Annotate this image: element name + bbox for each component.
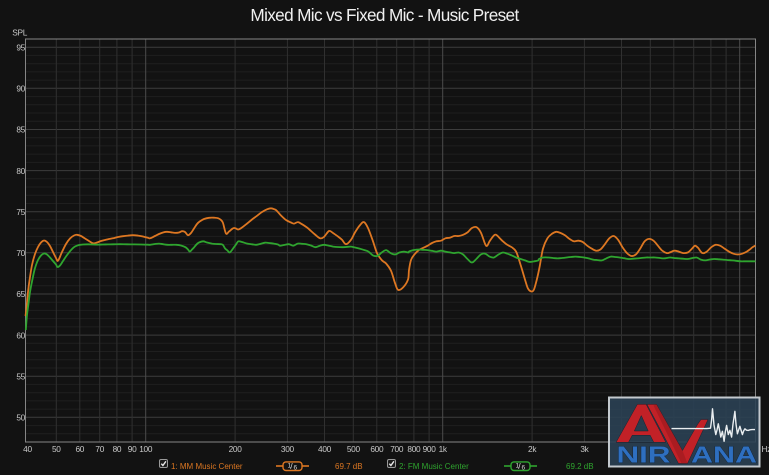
svg-text:100: 100 [139,444,153,454]
svg-text:800: 800 [407,444,421,454]
svg-text:60: 60 [16,330,25,340]
svg-text:Mixed Mic vs Fixed Mic - Music: Mixed Mic vs Fixed Mic - Music Preset [250,5,519,25]
svg-text:1k: 1k [439,444,448,454]
svg-text:6: 6 [522,465,526,472]
svg-text:ANA: ANA [691,442,757,468]
svg-text:3k: 3k [580,444,589,454]
svg-text:NIR: NIR [617,442,672,468]
svg-text:/: / [518,461,521,471]
svg-text:200: 200 [229,444,243,454]
svg-text:50: 50 [16,413,25,423]
svg-text:/: / [290,461,293,471]
svg-text:600: 600 [370,444,384,454]
svg-text:500: 500 [347,444,361,454]
svg-text:1: 1 [288,462,292,469]
svg-text:2k: 2k [528,444,537,454]
svg-text:70: 70 [95,444,104,454]
svg-text:Hz: Hz [762,444,769,454]
svg-text:2: FM Music Center: 2: FM Music Center [399,462,469,471]
svg-text:1: MM Music Center: 1: MM Music Center [171,462,243,471]
svg-text:70: 70 [16,248,25,258]
svg-text:1: 1 [516,462,520,469]
svg-text:65: 65 [16,289,25,299]
svg-text:85: 85 [16,125,25,135]
svg-text:80: 80 [113,444,122,454]
svg-text:90: 90 [16,84,25,94]
svg-text:900: 900 [423,444,437,454]
svg-text:80: 80 [16,166,25,176]
svg-text:55: 55 [16,371,25,381]
svg-text:400: 400 [318,444,332,454]
svg-text:90: 90 [128,444,137,454]
svg-text:700: 700 [390,444,404,454]
svg-text:69.7 dB: 69.7 dB [335,462,363,471]
svg-text:50: 50 [52,444,61,454]
svg-text:6: 6 [294,465,298,472]
svg-text:75: 75 [16,207,25,217]
svg-text:40: 40 [23,444,32,454]
svg-text:SPL: SPL [12,27,27,37]
svg-text:69.2 dB: 69.2 dB [566,462,594,471]
svg-text:95: 95 [16,42,25,52]
svg-text:300: 300 [281,444,295,454]
svg-text:60: 60 [75,444,84,454]
